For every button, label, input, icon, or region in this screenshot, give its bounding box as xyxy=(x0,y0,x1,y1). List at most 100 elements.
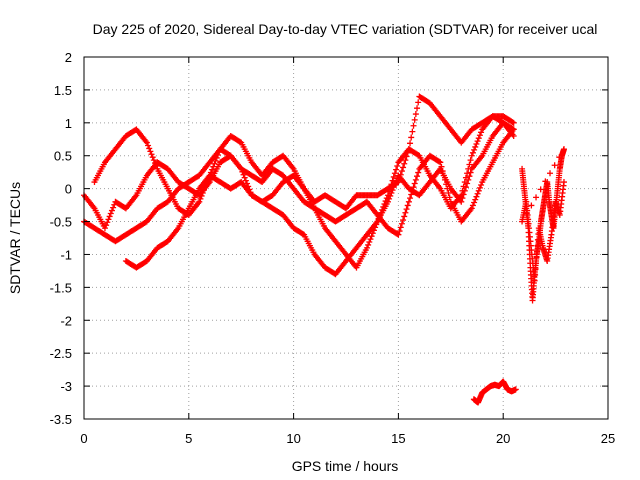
data-point-marker xyxy=(375,215,382,222)
data-markers xyxy=(81,93,567,406)
data-point-marker xyxy=(398,168,405,175)
y-tick-label: 2 xyxy=(65,50,72,65)
y-axis-title: SDTVAR / TECUs xyxy=(7,182,23,294)
series-low-cluster xyxy=(470,378,519,406)
y-tick-label: -2.5 xyxy=(50,346,72,361)
data-point-marker xyxy=(533,260,540,267)
x-tick-label: 10 xyxy=(286,431,300,446)
data-point-marker xyxy=(466,161,473,168)
data-point-marker xyxy=(400,217,407,224)
data-point-marker xyxy=(560,146,567,153)
data-point-marker xyxy=(383,195,390,202)
data-point-marker xyxy=(213,154,220,161)
data-point-marker xyxy=(107,210,114,217)
data-point-marker xyxy=(410,184,417,191)
data-point-marker xyxy=(366,239,373,246)
data-point-marker xyxy=(461,179,468,186)
y-tick-label: 0 xyxy=(65,182,72,197)
data-point-marker xyxy=(462,174,469,181)
data-point-marker xyxy=(401,213,408,220)
data-point-marker xyxy=(216,149,223,156)
data-point-marker xyxy=(409,187,416,194)
y-tick-label: -0.5 xyxy=(50,215,72,230)
y-tick-label: -3 xyxy=(60,379,72,394)
data-point-marker xyxy=(471,146,478,153)
data-point-marker xyxy=(467,157,474,164)
y-tick-label: 1.5 xyxy=(54,83,72,98)
data-point-marker xyxy=(408,191,415,198)
data-point-marker xyxy=(469,149,476,156)
data-point-marker xyxy=(459,187,466,194)
data-point-marker xyxy=(403,153,410,160)
data-point-marker xyxy=(532,271,539,278)
data-point-marker xyxy=(531,277,538,284)
data-point-marker xyxy=(367,236,374,243)
data-point-marker xyxy=(528,202,535,209)
data-point-marker xyxy=(405,198,412,205)
data-point-marker xyxy=(374,218,381,225)
data-point-marker xyxy=(410,122,417,129)
data-point-marker xyxy=(443,181,450,188)
data-point-marker xyxy=(412,176,419,183)
data-point-marker xyxy=(110,204,117,211)
data-point-marker xyxy=(476,132,483,139)
data-point-marker xyxy=(149,154,156,161)
data-point-marker xyxy=(414,105,421,112)
data-point-marker xyxy=(472,196,479,203)
data-point-marker xyxy=(415,169,422,176)
data-point-marker xyxy=(197,195,204,202)
data-point-marker xyxy=(476,184,483,191)
data-point-marker xyxy=(478,129,485,136)
data-point-marker xyxy=(532,266,539,273)
data-point-marker xyxy=(412,111,419,118)
data-point-marker xyxy=(464,170,471,177)
data-point-marker xyxy=(397,224,404,231)
data-point-marker xyxy=(474,190,481,197)
data-point-marker xyxy=(382,198,389,205)
data-point-marker xyxy=(445,190,452,197)
data-point-marker xyxy=(199,190,206,197)
data-point-marker xyxy=(400,164,407,171)
data-point-marker xyxy=(396,175,403,182)
data-point-marker xyxy=(395,179,402,186)
data-point-marker xyxy=(409,128,416,135)
data-point-marker xyxy=(560,179,567,186)
data-point-marker xyxy=(510,132,517,139)
data-point-marker xyxy=(396,228,403,235)
data-point-marker xyxy=(467,169,474,176)
data-point-marker xyxy=(510,119,517,126)
data-point-marker xyxy=(414,173,421,180)
x-tick-label: 0 xyxy=(80,431,87,446)
data-point-marker xyxy=(471,199,478,206)
y-tick-label: -3.5 xyxy=(50,412,72,427)
x-tick-label: 5 xyxy=(185,431,192,446)
data-point-marker xyxy=(469,202,476,209)
data-point-marker xyxy=(440,172,447,179)
data-point-marker xyxy=(105,216,112,223)
data-point-marker xyxy=(150,157,157,164)
data-point-marker xyxy=(551,162,558,169)
data-point-marker xyxy=(458,192,465,199)
data-point-marker xyxy=(198,192,205,199)
data-point-marker xyxy=(370,227,377,234)
data-point-marker xyxy=(146,145,153,152)
data-point-marker xyxy=(404,202,411,209)
data-point-marker xyxy=(405,146,412,153)
data-point-marker xyxy=(533,254,540,261)
data-point-marker xyxy=(460,183,467,190)
data-point-marker xyxy=(475,135,482,142)
data-point-marker xyxy=(441,176,448,183)
y-tick-label: -1 xyxy=(60,247,72,262)
data-point-marker xyxy=(389,177,396,184)
data-point-marker xyxy=(391,170,398,177)
data-point-marker xyxy=(509,119,516,126)
data-point-marker xyxy=(473,193,480,200)
data-point-marker xyxy=(478,181,485,188)
x-tick-label: 15 xyxy=(391,431,405,446)
data-point-marker xyxy=(145,142,152,149)
data-point-marker xyxy=(468,152,475,159)
x-tick-label: 25 xyxy=(601,431,615,446)
data-point-marker xyxy=(394,162,401,169)
series-late-cluster xyxy=(519,146,567,304)
series-track-c xyxy=(91,113,517,271)
